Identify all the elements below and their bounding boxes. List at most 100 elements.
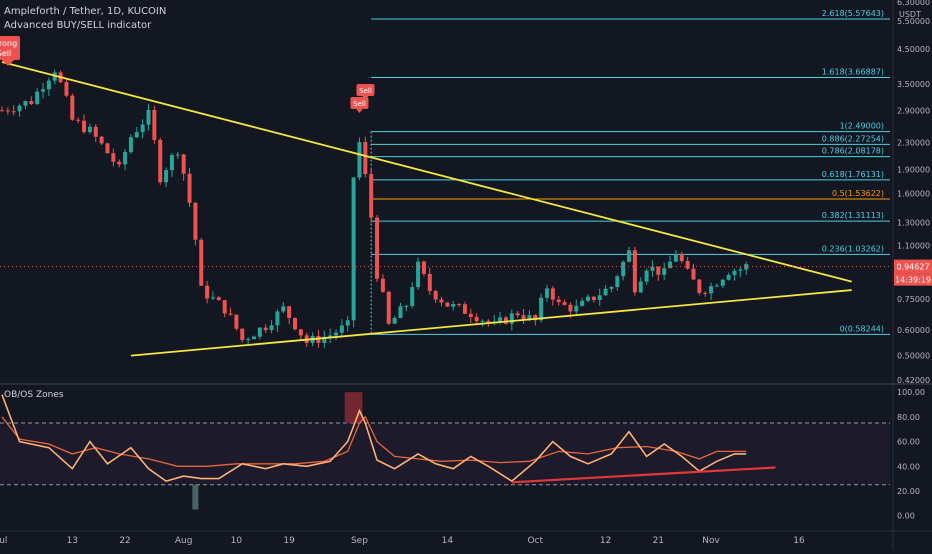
candle-body <box>721 280 725 286</box>
candle-body <box>557 300 561 302</box>
candle-body <box>604 289 608 296</box>
candle-body <box>645 271 649 282</box>
candle-body <box>188 174 192 203</box>
candle-body <box>580 301 584 306</box>
last-price-text: 0.94627 <box>896 263 929 272</box>
fib-level-label: 0.886(2.27254) <box>822 134 884 143</box>
date-tick-label: 10 <box>231 536 243 546</box>
candle-body <box>199 240 203 286</box>
candle-body <box>516 313 520 315</box>
candle-body <box>76 120 80 121</box>
date-tick-label: 12 <box>600 536 611 546</box>
candle-body <box>621 262 625 276</box>
candle-body <box>287 306 291 318</box>
candle-body <box>334 333 338 336</box>
candle-body <box>609 287 613 289</box>
candle-body <box>105 143 109 153</box>
candle-body <box>680 254 684 261</box>
candle-body <box>568 305 572 312</box>
price-tick-label: 0.75000 <box>897 295 930 304</box>
price-tick-label: 0.60000 <box>897 326 930 335</box>
candle-body <box>223 300 227 313</box>
candle-body <box>281 306 285 311</box>
candle-body <box>170 155 174 170</box>
candle-body <box>111 153 115 161</box>
fib-level-label: 0.5(1.53622) <box>832 189 884 198</box>
date-tick-label: 14 <box>442 536 454 546</box>
candle-body <box>12 111 16 112</box>
candle-body <box>47 81 51 90</box>
price-tick-label: 1.60000 <box>897 189 930 198</box>
fib-level-label: 0(0.58244) <box>840 324 884 333</box>
candle-body <box>650 267 654 271</box>
fib-level-label: 1(2.49000) <box>840 122 884 131</box>
candle-body <box>229 313 233 314</box>
candle-body <box>440 300 444 303</box>
fib-level-label: 2.618(5.57643) <box>822 9 884 18</box>
candle-body <box>393 318 397 324</box>
candle-body <box>100 137 104 144</box>
candle-body <box>709 286 713 293</box>
candle-body <box>240 329 244 340</box>
oscillator-tick-label: 20.00 <box>897 487 920 496</box>
candle-body <box>434 291 438 300</box>
candle-body <box>363 142 367 174</box>
candle-body <box>481 321 485 322</box>
candle-body <box>141 125 145 133</box>
candle-body <box>551 288 555 299</box>
date-tick-label: Oct <box>527 536 543 546</box>
candle-body <box>70 96 74 120</box>
candle-body <box>340 325 344 332</box>
candle-body <box>176 154 180 155</box>
candle-body <box>82 121 86 132</box>
candle-body <box>352 178 356 321</box>
price-tick-label: 1.10000 <box>897 242 930 251</box>
candle-body <box>211 297 215 298</box>
candle-body <box>18 106 22 112</box>
date-tick-label: 16 <box>793 536 805 546</box>
candle-body <box>258 328 262 337</box>
symbol-title: Ampleforth / Tether, 1D, KUCOIN <box>4 6 166 17</box>
candle-body <box>662 268 666 275</box>
candle-body <box>686 261 690 269</box>
candle-body <box>691 269 695 280</box>
candle-body <box>88 127 92 132</box>
candle-body <box>598 295 602 300</box>
indicator-title: Advanced BUY/SELL indicator <box>4 20 151 31</box>
date-tick-label: 19 <box>283 536 295 546</box>
candle-body <box>656 267 660 275</box>
candle-body <box>733 271 737 275</box>
candle-body <box>422 262 426 274</box>
fib-level-label: 0.786(2.08178) <box>822 147 884 156</box>
candle-body <box>94 127 98 137</box>
obos-band <box>0 423 890 485</box>
candle-body <box>738 269 742 270</box>
oscillator-tick-label: 0.00 <box>897 512 915 521</box>
candle-body <box>697 280 701 293</box>
candle-body <box>715 286 719 287</box>
candle-body <box>639 282 643 293</box>
oscillator-tick-label: 100.00 <box>897 388 925 397</box>
candle-body <box>475 317 479 321</box>
signal-label: Sell <box>353 100 366 108</box>
candle-body <box>563 302 567 305</box>
candle-body <box>0 110 4 111</box>
oscillator-tick-label: 80.00 <box>897 413 920 422</box>
candle-body <box>147 110 151 125</box>
candle-body <box>445 303 449 307</box>
candle-body <box>574 306 578 312</box>
candle-body <box>29 101 33 104</box>
candle-body <box>469 314 473 317</box>
candle-body <box>539 298 543 320</box>
candle-body <box>586 297 590 301</box>
candle-body <box>404 306 408 307</box>
candle-body <box>522 315 526 319</box>
candle-body <box>234 315 238 329</box>
price-tick-label: 0.42000 <box>897 376 930 385</box>
candle-body <box>129 137 133 152</box>
candle-body <box>264 328 268 330</box>
price-tick-label: 3.50000 <box>897 80 930 89</box>
candle-body <box>275 311 279 325</box>
